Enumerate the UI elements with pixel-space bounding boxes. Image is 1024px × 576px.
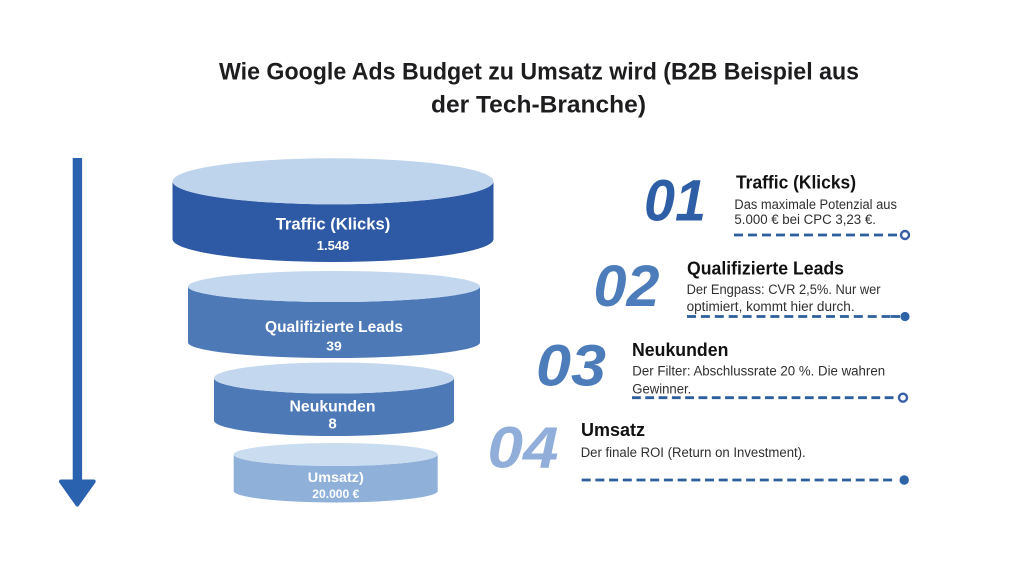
svg-text:Qualifizierte Leads: Qualifizierte Leads [687,257,844,278]
svg-text:Der Engpass: CVR 2,5%. Nur wer: Der Engpass: CVR 2,5%. Nur wer [687,282,881,298]
svg-text:Umsatz): Umsatz) [308,470,364,485]
svg-text:Wie Google Ads Budget zu Umsat: Wie Google Ads Budget zu Umsatz wird (B2… [219,59,859,86]
svg-text:5.000 € bei CPC 3,23 €.: 5.000 € bei CPC 3,23 €. [734,212,876,228]
svg-text:Traffic (Klicks): Traffic (Klicks) [736,172,856,193]
svg-text:Traffic (Klicks): Traffic (Klicks) [276,215,391,234]
svg-text:Neukunden: Neukunden [290,399,376,416]
svg-text:Gewinner.: Gewinner. [632,381,691,397]
svg-text:Der finale ROI (Return on Inve: Der finale ROI (Return on Investment). [581,445,806,461]
svg-text:Neukunden: Neukunden [632,339,728,360]
svg-text:Das maximale Potenzial aus: Das maximale Potenzial aus [734,197,897,213]
svg-text:Der Filter: Abschlussrate 20 %: Der Filter: Abschlussrate 20 %. Die wahr… [632,364,885,380]
svg-text:Qualifizierte Leads: Qualifizierte Leads [265,319,403,336]
svg-text:1.548: 1.548 [317,238,350,253]
svg-text:der Tech-Branche): der Tech-Branche) [431,92,646,119]
svg-text:optimiert, kommt hier durch.: optimiert, kommt hier durch. [687,299,855,315]
svg-text:39: 39 [326,339,342,354]
svg-text:01: 01 [644,169,706,234]
svg-text:04: 04 [488,416,559,481]
svg-text:Umsatz: Umsatz [581,419,645,440]
svg-text:03: 03 [536,334,606,399]
svg-text:20.000 €: 20.000 € [312,487,359,501]
svg-text:8: 8 [328,416,336,433]
svg-text:02: 02 [594,254,660,319]
